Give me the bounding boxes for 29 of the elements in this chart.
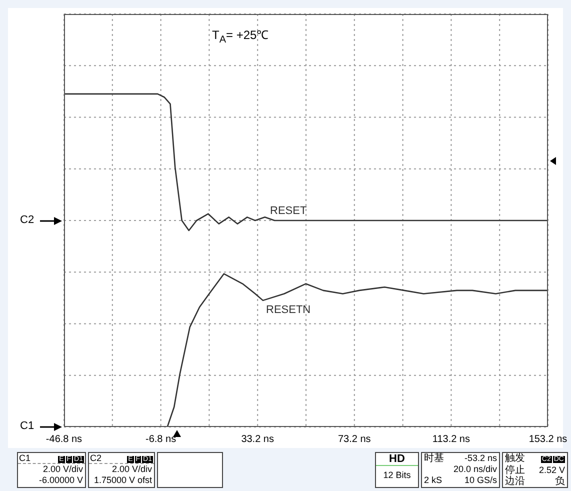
text: 10 GS/s	[464, 475, 497, 486]
text: C1	[19, 453, 31, 463]
x-tick-label: -46.8 ns	[46, 434, 82, 446]
text: -6.00000 V	[38, 475, 83, 485]
text: 负	[555, 476, 565, 487]
text: 2.00 V/div	[42, 464, 83, 474]
text: 2 kS	[424, 475, 442, 486]
text: HD	[376, 453, 418, 466]
text: 2.52 V	[538, 465, 565, 476]
x-tick-label: -6.8 ns	[146, 434, 176, 446]
series-label: RESETN	[266, 304, 311, 316]
text: T$_{A}$= +25℃	[212, 27, 269, 46]
text: 时基	[424, 453, 444, 464]
x-tick-label: 113.2 ns	[432, 434, 470, 446]
text: 停止	[505, 465, 525, 476]
text: -53.2 ns	[464, 453, 497, 464]
text: C2	[20, 214, 34, 226]
x-tick-label: 73.2 ns	[338, 434, 371, 446]
text: 12 Bits	[382, 470, 412, 480]
text: 20.0 ns/div	[452, 464, 497, 475]
text: 边沿	[505, 476, 525, 487]
series-label: RESET	[270, 204, 307, 216]
text: C2	[90, 453, 102, 463]
x-tick-label: 153.2 ns	[528, 434, 568, 446]
text: C1	[20, 420, 34, 432]
x-tick-label: 33.2 ns	[241, 434, 274, 446]
text: 2.00 V/div	[112, 464, 152, 474]
text: 1.75000 V ofst	[94, 475, 152, 485]
text: 触发	[505, 453, 525, 464]
